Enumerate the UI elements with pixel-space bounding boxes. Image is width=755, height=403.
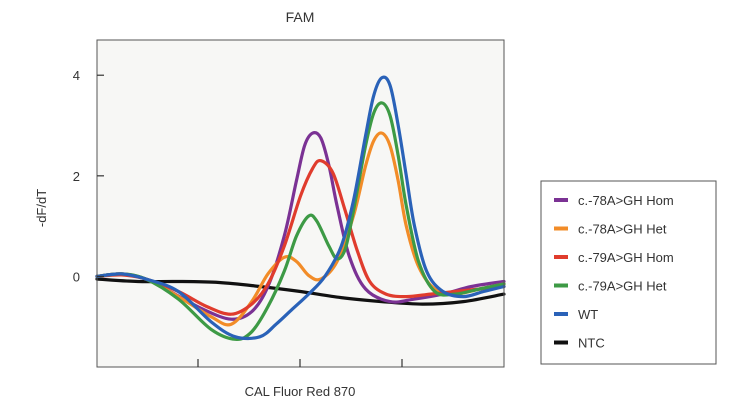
y-axis-label: -dF/dT xyxy=(34,189,49,227)
y-tick-label: 2 xyxy=(73,169,80,184)
series-line-c-78a-gh-het xyxy=(95,131,506,327)
plot-background xyxy=(97,40,504,367)
legend-label-c-79a-gh-hom: c.-79A>GH Hom xyxy=(578,250,674,265)
legend-label-c-78a-gh-hom: c.-78A>GH Hom xyxy=(578,193,674,208)
series-line-c-79a-gh-hom xyxy=(95,158,506,316)
legend-label-c-78a-gh-het: c.-78A>GH Het xyxy=(578,222,667,237)
legend-label-ntc: NTC xyxy=(578,336,605,351)
y-axis-ticks: 0 2 4 xyxy=(73,68,104,284)
series-line-ntc xyxy=(95,277,506,306)
plot-area: 0 2 4 xyxy=(73,39,506,368)
x-axis-label: CAL Fluor Red 870 xyxy=(245,384,356,399)
y-tick-label: 0 xyxy=(73,269,80,284)
legend-items: c.-78A>GH Hom c.-78A>GH Het c.-79A>GH Hom c… xyxy=(554,193,674,351)
legend-label-c-79a-gh-het: c.-79A>GH Het xyxy=(578,279,667,294)
legend: c.-78A>GH Hom c.-78A>GH Het c.-79A>GH Hom c… xyxy=(540,180,717,365)
legend-box xyxy=(540,180,717,365)
legend-label-wt: WT xyxy=(578,307,598,322)
x-axis-ticks xyxy=(197,359,403,367)
y-tick-label: 4 xyxy=(73,68,80,83)
series-layer xyxy=(95,75,506,341)
chart-title: FAM xyxy=(286,9,315,25)
series-line-wt xyxy=(95,75,506,341)
